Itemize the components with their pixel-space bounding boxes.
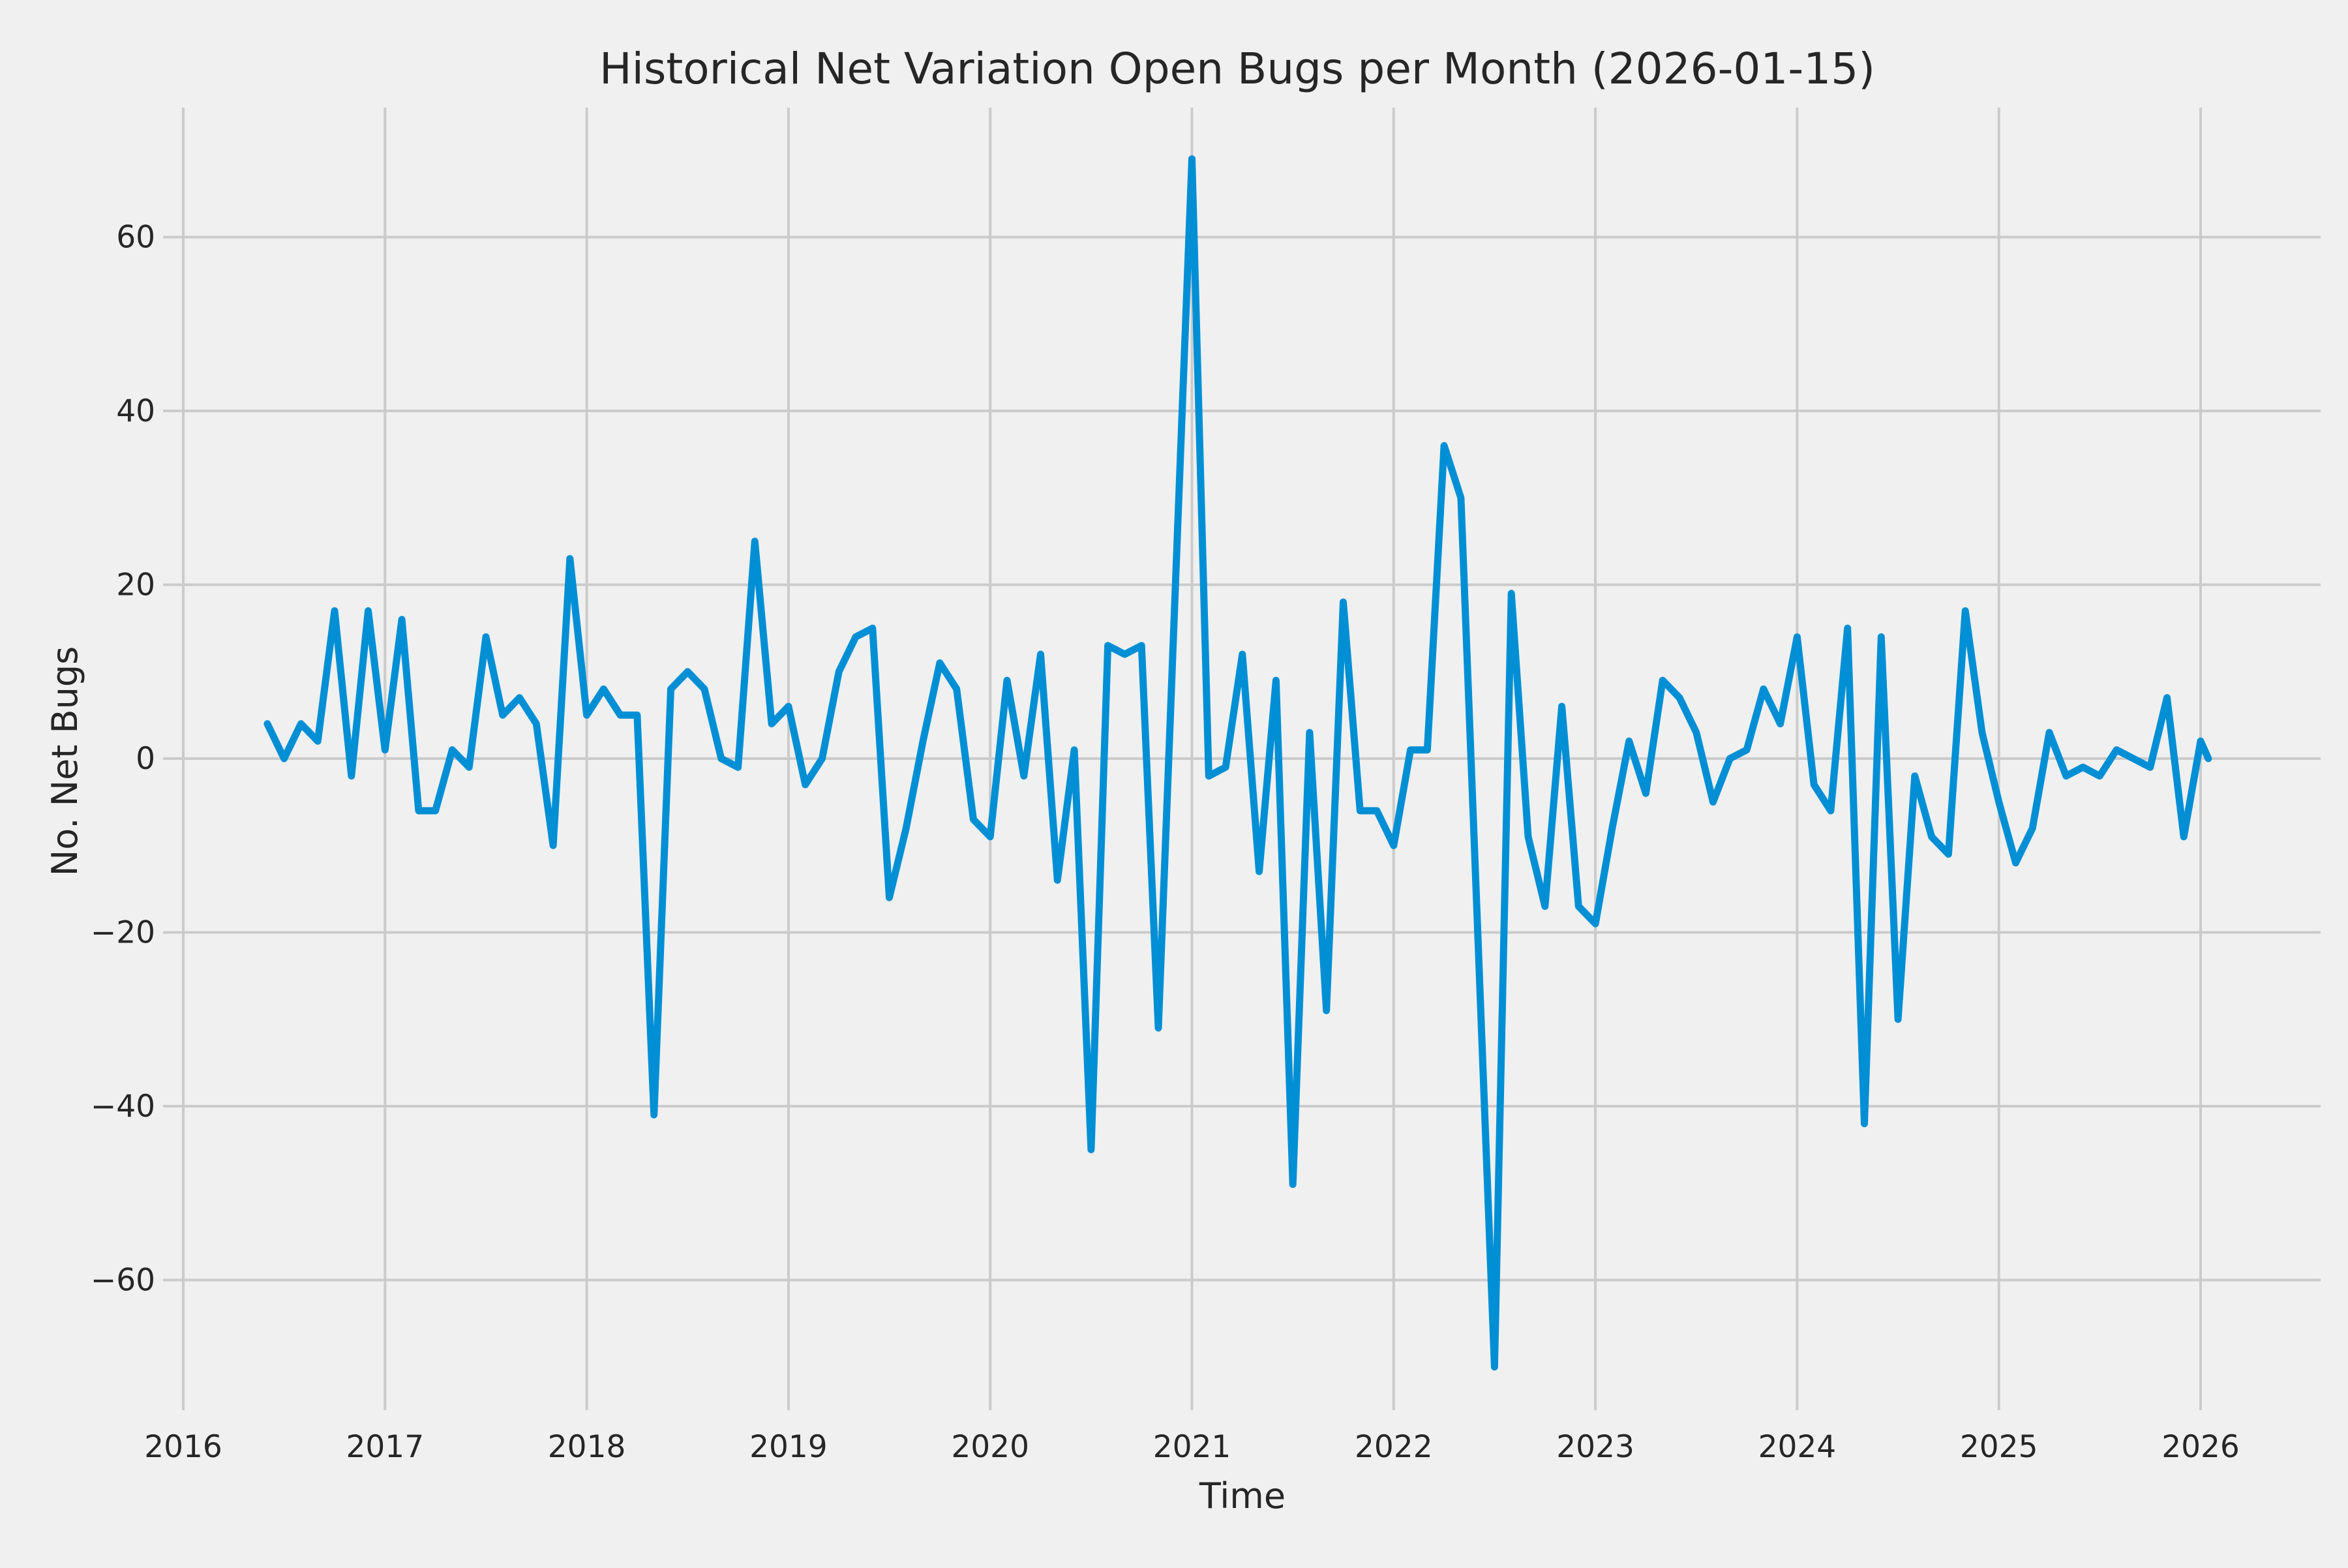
x-tick-label: 2018 (548, 1429, 626, 1465)
y-tick-label: −40 (91, 1089, 155, 1124)
y-tick-label: 40 (116, 393, 155, 429)
y-tick-label: 0 (136, 741, 155, 777)
x-tick-label: 2017 (346, 1429, 424, 1465)
y-axis-label: No. Net Bugs (44, 646, 85, 876)
x-tick-label: 2024 (1758, 1429, 1837, 1465)
chart-title: Historical Net Variation Open Bugs per M… (599, 44, 1875, 94)
x-tick-label: 2016 (144, 1429, 222, 1465)
x-tick-label: 2022 (1355, 1429, 1433, 1465)
x-tick-label: 2020 (951, 1429, 1029, 1465)
x-axis-tick-labels: 2016 2017 2018 2019 2020 2021 2022 2023 2024 2025… (144, 1429, 2240, 1465)
y-tick-label: 20 (116, 567, 155, 603)
y-axis-tick-labels: −60 −40 −20 0 20 40 60 (91, 220, 155, 1299)
data-line (263, 155, 2212, 1371)
y-tick-label: −60 (91, 1263, 155, 1299)
x-tick-label: 2025 (1960, 1429, 2038, 1465)
y-tick-label: −20 (91, 915, 155, 951)
x-tick-label: 2023 (1556, 1429, 1634, 1465)
x-tick-label: 2026 (2161, 1429, 2240, 1465)
horizontal-gridlines (163, 235, 2321, 1282)
y-tick-label: 60 (116, 220, 155, 256)
x-tick-label: 2021 (1153, 1429, 1231, 1465)
x-tick-label: 2019 (749, 1429, 828, 1465)
x-axis-label: Time (1199, 1475, 1286, 1516)
vertical-gridlines (182, 108, 2202, 1410)
data-series (263, 155, 2212, 1371)
